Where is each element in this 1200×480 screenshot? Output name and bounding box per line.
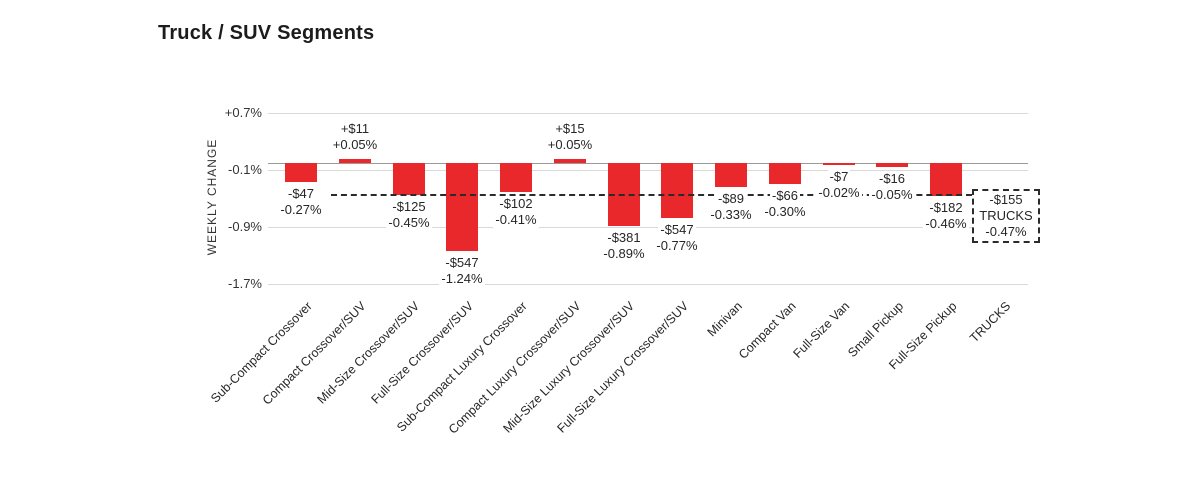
bar: [339, 159, 371, 163]
x-axis-label: Compact Crossover/SUV: [260, 299, 369, 408]
bar-value-label: +$15 +0.05%: [545, 121, 595, 153]
bar: [554, 159, 586, 163]
y-tick-label: -0.1%: [228, 162, 262, 177]
reference-dashed-line: [331, 194, 972, 196]
bar: [876, 163, 908, 167]
bar-value-label: -$381 -0.89%: [601, 230, 647, 262]
bar: [823, 163, 855, 165]
bar-value-label: -$125 -0.45%: [386, 199, 432, 231]
bar-value-label: -$16 -0.05%: [869, 171, 915, 203]
bar-value-label: +$11 +0.05%: [330, 121, 380, 153]
bar-value-label: -$547 -1.24%: [439, 255, 485, 287]
x-axis-label: TRUCKS: [967, 299, 1014, 346]
bar: [446, 163, 478, 251]
bar-value-label: -$89 -0.33%: [708, 191, 754, 223]
trucks-summary-box: -$155 TRUCKS -0.47%: [972, 189, 1040, 243]
gridline: [268, 284, 1028, 285]
bar: [285, 163, 317, 182]
gridline: [268, 170, 1028, 171]
zero-axis-line: [268, 163, 1028, 164]
x-axis-label: Full-Size Van: [790, 299, 853, 361]
bar: [715, 163, 747, 187]
y-axis-title: WEEKLY CHANGE: [205, 138, 219, 256]
bar-value-label: -$547 -0.77%: [654, 222, 700, 254]
x-axis-label: Sub-Compact Crossover: [208, 299, 315, 406]
x-axis-label: Mid-Size Crossover/SUV: [314, 299, 423, 407]
x-axis-label: Minivan: [704, 299, 745, 340]
y-tick-label: -0.9%: [228, 219, 262, 234]
bar: [393, 163, 425, 195]
bar-value-label: -$182 -0.46%: [923, 200, 969, 232]
bar: [500, 163, 532, 192]
x-axis-label: Full-Size Crossover/SUV: [368, 299, 477, 407]
y-tick-label: -1.7%: [228, 276, 262, 291]
bar-value-label: -$7 -0.02%: [816, 169, 862, 201]
chart-title: Truck / SUV Segments: [158, 22, 375, 44]
bar: [661, 163, 693, 218]
bar-value-label: -$47 -0.27%: [278, 186, 324, 218]
gridline: [268, 113, 1028, 114]
y-tick-label: +0.7%: [224, 105, 262, 120]
bar-value-label: -$102 -0.41%: [493, 196, 539, 228]
bar: [930, 163, 962, 196]
gridline: [268, 227, 1028, 228]
bar-value-label: -$66 -0.30%: [762, 188, 808, 220]
bar: [769, 163, 801, 184]
